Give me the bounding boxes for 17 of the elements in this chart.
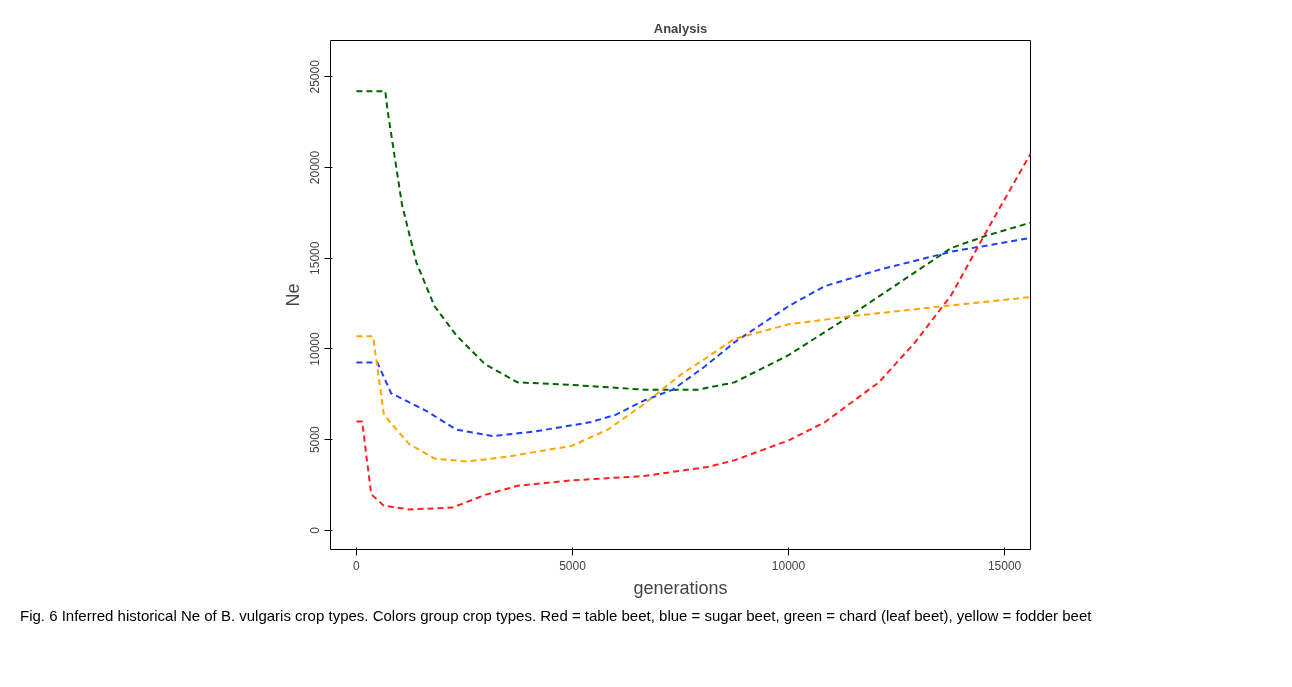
- x-tick-label: 5000: [559, 558, 587, 573]
- y-tick-label: 15000: [308, 241, 323, 275]
- y-tick-label: 5000: [308, 426, 323, 454]
- x-tick-label: 0: [353, 558, 361, 573]
- line-series: [355, 152, 1031, 511]
- y-axis-title: Ne: [282, 283, 303, 307]
- x-axis-title: generations: [633, 577, 728, 598]
- y-tick-label: 10000: [308, 331, 323, 366]
- caption: Fig. 6 Inferred historical Ne of B. vulgaris crop types. Colors group crop types. Red = table beet, blue = sugar beet, green = chard (leaf beet), yellow = fodder beet: [20, 606, 1092, 626]
- y-tick-label: 25000: [308, 59, 323, 94]
- chart-title: Analysis: [653, 20, 708, 36]
- x-tick-label: 10000: [771, 558, 806, 573]
- line-series: [355, 90, 1031, 391]
- y-tick-label: 20000: [308, 150, 323, 185]
- x-tick-label: 15000: [987, 558, 1022, 573]
- y-tick-label: 0: [308, 526, 323, 534]
- line-series: [355, 296, 1031, 463]
